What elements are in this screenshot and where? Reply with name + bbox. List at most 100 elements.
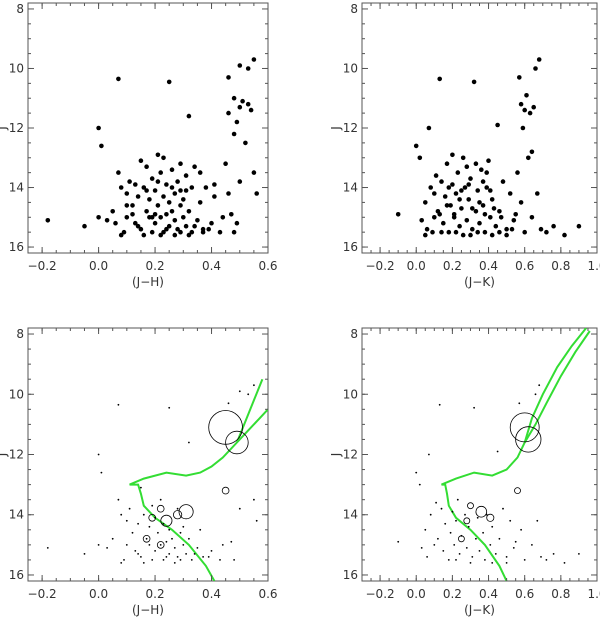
data-point (471, 79, 477, 85)
data-point (188, 537, 190, 540)
data-point (83, 553, 86, 555)
data-point (200, 229, 206, 235)
data-point (522, 229, 527, 235)
data-point (196, 547, 199, 549)
data-point (435, 501, 437, 504)
data-point (455, 559, 457, 561)
data-point (179, 559, 182, 561)
data-point (210, 550, 213, 552)
data-point (442, 194, 448, 199)
data-point (576, 223, 582, 229)
data-point (124, 191, 130, 196)
data-point (207, 556, 210, 558)
data-point (134, 550, 137, 552)
y-tick-label: 8 (16, 327, 24, 341)
data-point (522, 107, 527, 113)
data-point (470, 226, 475, 232)
data-point (467, 525, 470, 528)
data-point (471, 556, 474, 558)
data-point (234, 220, 240, 226)
data-point (413, 143, 419, 149)
data-point (540, 556, 542, 558)
data-point (450, 152, 455, 158)
data-point (484, 170, 490, 175)
isochrone-curve (129, 408, 268, 581)
data-point (447, 559, 450, 561)
data-point (526, 155, 531, 161)
data-point (441, 220, 446, 226)
y-axis-label: J (329, 126, 343, 131)
open-circle (208, 410, 243, 445)
data-point (456, 498, 459, 501)
x-tick-label: 0.6 (515, 259, 534, 273)
data-point (498, 537, 501, 540)
data-point (502, 507, 504, 510)
data-point (226, 75, 231, 80)
data-point (473, 161, 479, 166)
data-point (164, 182, 169, 187)
data-point (144, 209, 149, 214)
data-point (176, 507, 179, 510)
data-point (437, 212, 443, 217)
data-point (220, 215, 226, 220)
data-point (175, 179, 180, 184)
data-point (453, 191, 459, 196)
data-point (424, 226, 430, 232)
data-point (135, 194, 141, 199)
open-circle (142, 534, 151, 543)
data-point (562, 232, 567, 238)
data-point (130, 212, 135, 217)
data-point (96, 215, 101, 220)
data-point (578, 553, 580, 555)
data-point (429, 513, 432, 516)
data-point (173, 562, 176, 564)
data-point (140, 486, 142, 489)
plot-frame (27, 327, 269, 582)
data-point (491, 206, 497, 211)
panel-top-right: −0.2 0.0 0.2 0.4 0.6 0.8 1.0 8 10 12 14 16 (J−K) J (329, 2, 600, 289)
data-point (477, 220, 482, 226)
x-tick-label: 0.0 (407, 259, 426, 273)
y-tick-label: 10 (9, 387, 24, 401)
data-point (128, 507, 131, 510)
x-tick-label: 0.4 (479, 587, 498, 601)
data-point (432, 215, 437, 220)
data-point (186, 209, 192, 214)
data-point (97, 453, 100, 456)
isochrone-branch (523, 328, 587, 443)
data-point (168, 528, 171, 531)
data-point (173, 547, 176, 549)
data-point (453, 229, 459, 235)
y-tick-label: 10 (9, 61, 24, 75)
data-point (433, 544, 436, 546)
data-point (147, 197, 152, 202)
data-point (179, 531, 182, 534)
open-circle (515, 426, 542, 453)
data-point (420, 547, 423, 549)
data-point (138, 226, 144, 232)
data-point (433, 173, 439, 178)
x-tick-label: 0.2 (146, 259, 165, 273)
data-point (424, 528, 427, 531)
data-point (494, 553, 497, 555)
data-point (442, 550, 445, 552)
open-circle (178, 504, 194, 520)
data-point (178, 229, 183, 235)
data-point (534, 393, 537, 396)
data-point (97, 544, 100, 546)
data-point (169, 209, 175, 214)
x-tick-label: 1.0 (587, 259, 600, 273)
data-point (524, 93, 529, 98)
data-point (511, 218, 517, 223)
isochrone-curve (441, 330, 591, 581)
data-point (415, 471, 418, 474)
data-point (118, 185, 124, 190)
y-tick-label: 12 (343, 448, 358, 462)
data-point (459, 188, 464, 193)
data-point (144, 164, 149, 169)
data-point (166, 223, 172, 229)
data-point (203, 185, 209, 190)
data-point (172, 218, 178, 223)
data-point (428, 453, 430, 456)
